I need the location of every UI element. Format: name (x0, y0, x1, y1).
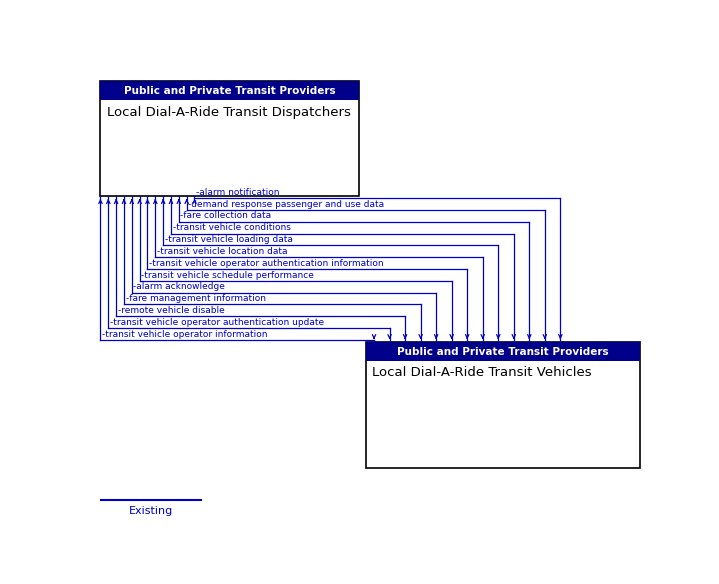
Text: -transit vehicle schedule performance: -transit vehicle schedule performance (142, 270, 314, 280)
Text: -fare collection data: -fare collection data (180, 211, 272, 221)
Text: -alarm notification: -alarm notification (196, 188, 280, 197)
Text: -transit vehicle conditions: -transit vehicle conditions (173, 223, 290, 232)
Bar (366, 342, 640, 361)
Bar (366, 342, 640, 468)
Text: Local Dial-A-Ride Transit Dispatchers: Local Dial-A-Ride Transit Dispatchers (106, 106, 350, 119)
Text: Local Dial-A-Ride Transit Vehicles: Local Dial-A-Ride Transit Vehicles (372, 366, 592, 380)
Text: -demand response passenger and use data: -demand response passenger and use data (188, 200, 385, 208)
Text: -fare management information: -fare management information (126, 294, 265, 303)
Text: Public and Private Transit Providers: Public and Private Transit Providers (124, 86, 335, 96)
Text: -transit vehicle operator authentication update: -transit vehicle operator authentication… (110, 318, 324, 326)
Text: -transit vehicle operator authentication information: -transit vehicle operator authentication… (149, 259, 384, 267)
Text: -remote vehicle disable: -remote vehicle disable (118, 306, 224, 315)
Bar (100, 81, 359, 196)
Text: -alarm acknowledge: -alarm acknowledge (134, 282, 225, 291)
Bar (100, 81, 359, 100)
Text: Public and Private Transit Providers: Public and Private Transit Providers (397, 346, 608, 357)
Text: -transit vehicle operator information: -transit vehicle operator information (102, 329, 267, 339)
Text: -transit vehicle location data: -transit vehicle location data (157, 247, 288, 256)
Text: Existing: Existing (129, 506, 173, 516)
Text: -transit vehicle loading data: -transit vehicle loading data (165, 235, 293, 244)
